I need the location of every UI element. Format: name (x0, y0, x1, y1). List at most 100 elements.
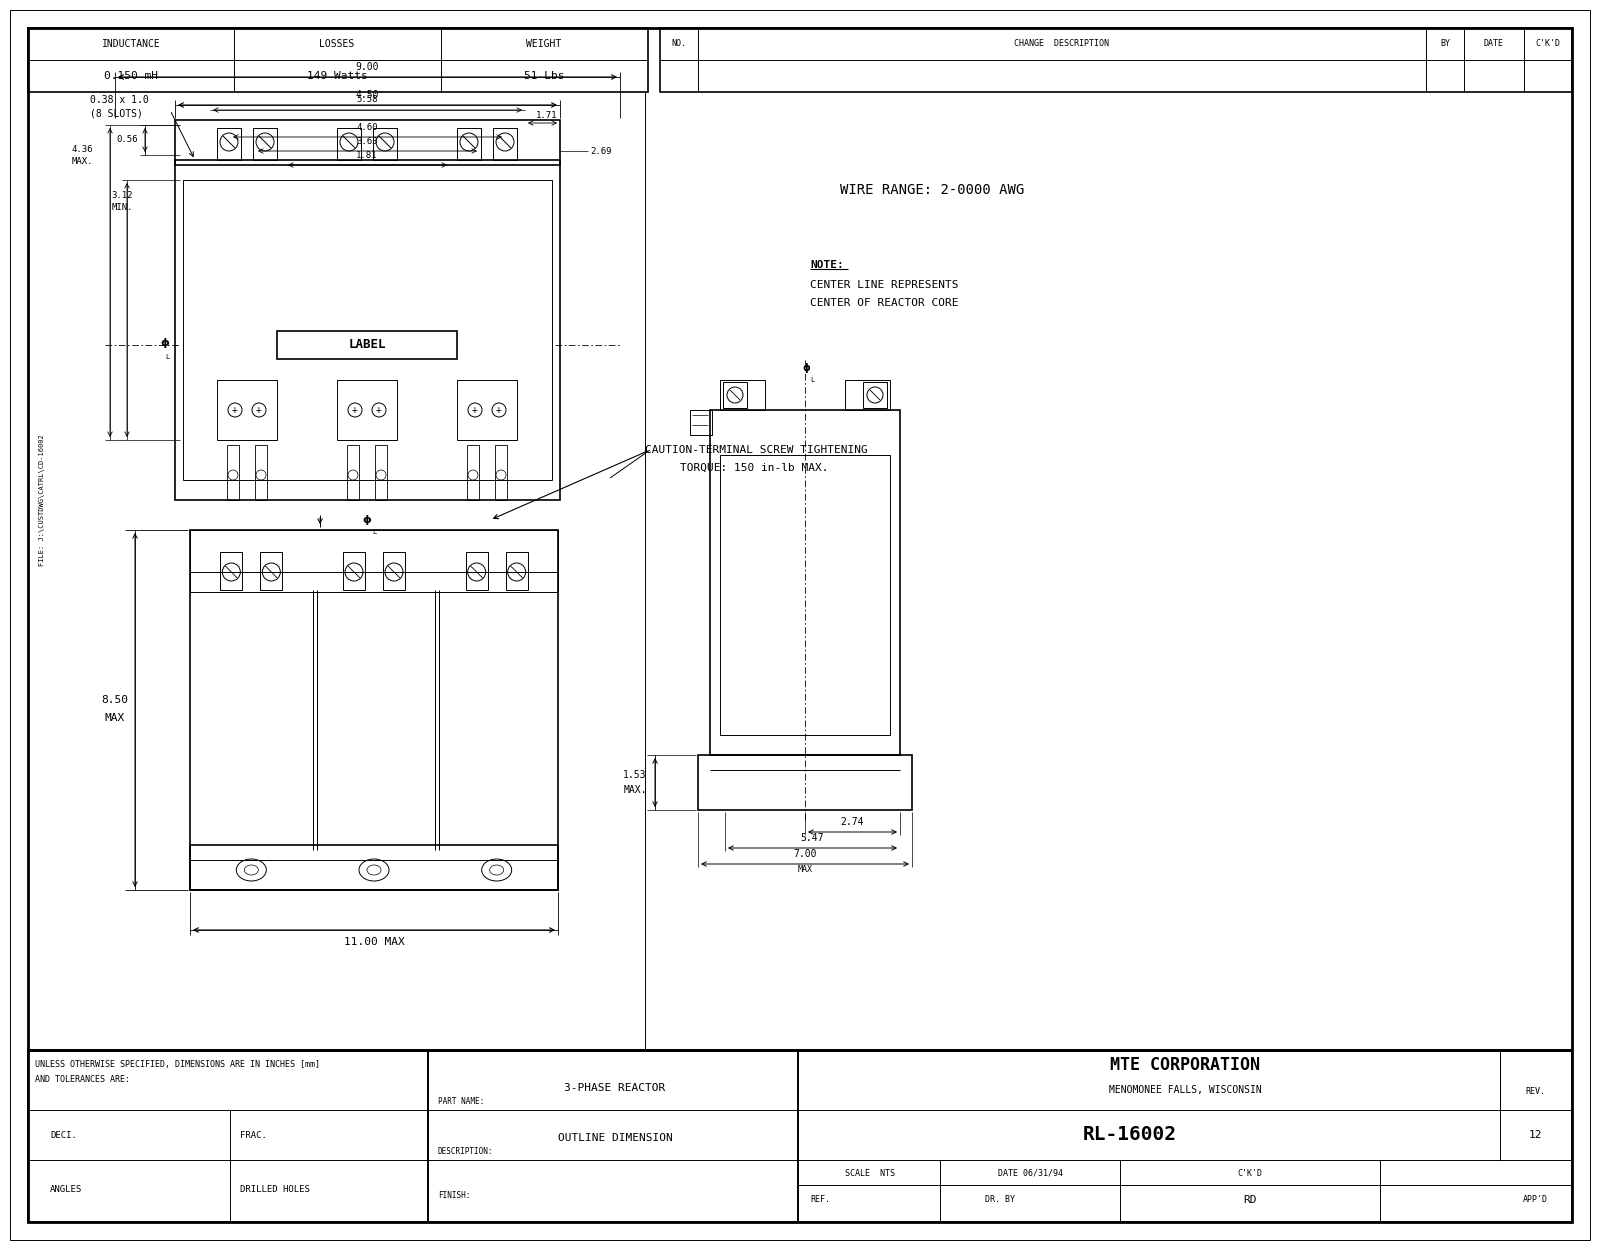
Bar (254, 445, 267, 500)
Bar (845, 380, 890, 410)
Text: 8.50: 8.50 (101, 695, 128, 705)
Bar (174, 160, 560, 500)
Bar (261, 552, 282, 590)
Text: MTE CORPORATION: MTE CORPORATION (1110, 1056, 1261, 1074)
Bar (466, 552, 488, 590)
Text: MAX.: MAX. (72, 158, 93, 166)
Text: ANGLES: ANGLES (50, 1185, 82, 1195)
Bar (218, 380, 277, 440)
Text: 0.38 x 1.0: 0.38 x 1.0 (90, 95, 149, 105)
Text: DATE 06/31/94: DATE 06/31/94 (997, 1169, 1062, 1177)
Text: +: + (232, 405, 238, 415)
Text: 4.36: 4.36 (72, 145, 93, 155)
Text: L: L (810, 378, 814, 382)
Text: 3.12: 3.12 (112, 190, 133, 200)
Text: LOSSES: LOSSES (320, 39, 355, 49)
Text: TORQUE: 150 in-lb MAX.: TORQUE: 150 in-lb MAX. (680, 462, 829, 472)
Bar (190, 845, 558, 890)
Bar (29, 28, 648, 92)
Bar (190, 530, 558, 890)
Text: C'K'D: C'K'D (1536, 40, 1560, 49)
Bar (374, 445, 387, 500)
Text: $\mathbf{\phi}$: $\mathbf{\phi}$ (803, 361, 811, 375)
Text: DECI.: DECI. (50, 1130, 77, 1140)
Text: 2.74: 2.74 (840, 818, 864, 828)
Text: MAX: MAX (106, 712, 125, 722)
Text: 3.63: 3.63 (357, 136, 378, 145)
Text: FILE: J:\CUSTDWG\CATRL\CD-16002: FILE: J:\CUSTDWG\CATRL\CD-16002 (38, 434, 45, 566)
Bar (720, 380, 765, 410)
Text: DRILLED HOLES: DRILLED HOLES (240, 1185, 310, 1195)
Bar (458, 380, 517, 440)
Text: LABEL: LABEL (349, 339, 386, 351)
Bar (723, 382, 747, 408)
Text: MIN.: MIN. (112, 202, 133, 211)
Text: NO.: NO. (672, 40, 686, 49)
Text: CHANGE  DESCRIPTION: CHANGE DESCRIPTION (1014, 40, 1109, 49)
Text: 11.00 MAX: 11.00 MAX (344, 938, 405, 948)
Bar (467, 445, 478, 500)
Text: CENTER OF REACTOR CORE: CENTER OF REACTOR CORE (810, 298, 958, 308)
Text: RD: RD (1243, 1195, 1256, 1205)
Text: UNLESS OTHERWISE SPECIFIED, DIMENSIONS ARE IN INCHES [mm]: UNLESS OTHERWISE SPECIFIED, DIMENSIONS A… (35, 1060, 320, 1070)
Text: REF.: REF. (810, 1195, 830, 1205)
Text: 0.56: 0.56 (117, 135, 138, 145)
Bar (277, 331, 458, 359)
Text: APP'D: APP'D (1523, 1195, 1547, 1205)
Bar (382, 552, 405, 590)
Text: 9.00: 9.00 (355, 62, 379, 72)
Text: SCALE  NTS: SCALE NTS (845, 1169, 894, 1177)
Text: DATE: DATE (1485, 40, 1504, 49)
Text: +: + (256, 405, 262, 415)
Text: REV.: REV. (1525, 1088, 1546, 1096)
Text: $\mathbf{\phi}$: $\mathbf{\phi}$ (362, 512, 373, 528)
Bar (342, 552, 365, 590)
Text: MENOMONEE FALLS, WISCONSIN: MENOMONEE FALLS, WISCONSIN (1109, 1085, 1261, 1095)
Bar (174, 120, 560, 165)
Bar (494, 445, 507, 500)
Text: 12: 12 (1528, 1130, 1542, 1140)
Bar (221, 552, 242, 590)
Bar (373, 127, 397, 160)
Text: CENTER LINE REPRESENTS: CENTER LINE REPRESENTS (810, 280, 958, 290)
Bar (710, 410, 899, 755)
Bar (218, 127, 242, 160)
Text: L: L (371, 529, 376, 535)
Text: RL-16002: RL-16002 (1083, 1125, 1178, 1145)
Bar (690, 410, 712, 435)
Text: C'K'D: C'K'D (1237, 1169, 1262, 1177)
Text: $\mathbf{\phi}$: $\mathbf{\phi}$ (160, 336, 170, 350)
Text: INDUCTANCE: INDUCTANCE (102, 39, 160, 49)
Bar (506, 552, 528, 590)
Text: 3-PHASE REACTOR: 3-PHASE REACTOR (565, 1082, 666, 1092)
Text: WEIGHT: WEIGHT (526, 39, 562, 49)
Text: 1.53: 1.53 (624, 770, 646, 780)
Text: 5.58: 5.58 (357, 95, 378, 105)
Bar (29, 1050, 429, 1222)
Text: FRAC.: FRAC. (240, 1130, 267, 1140)
Text: PART NAME:: PART NAME: (438, 1098, 485, 1106)
Bar (798, 1050, 1571, 1222)
Bar (338, 127, 362, 160)
Text: 4.60: 4.60 (357, 122, 378, 131)
Text: MAX: MAX (797, 865, 813, 874)
Bar (493, 127, 517, 160)
Text: NOTE:: NOTE: (810, 260, 843, 270)
Text: 1.81: 1.81 (357, 150, 378, 160)
Bar (862, 382, 886, 408)
Bar (698, 755, 912, 810)
Text: OUTLINE DIMENSION: OUTLINE DIMENSION (558, 1132, 672, 1142)
Text: +: + (352, 405, 358, 415)
Text: 1.71: 1.71 (536, 110, 558, 120)
Text: AND TOLERANCES ARE:: AND TOLERANCES ARE: (35, 1075, 130, 1085)
Bar (182, 180, 552, 480)
Bar (338, 380, 397, 440)
Text: FINISH:: FINISH: (438, 1190, 470, 1200)
Bar (347, 445, 358, 500)
Bar (661, 28, 1571, 92)
Text: 4.50: 4.50 (355, 90, 379, 100)
Text: +: + (376, 405, 382, 415)
Text: MAX.: MAX. (624, 785, 646, 795)
Bar (227, 445, 238, 500)
Text: (8 SLOTS): (8 SLOTS) (90, 107, 142, 118)
